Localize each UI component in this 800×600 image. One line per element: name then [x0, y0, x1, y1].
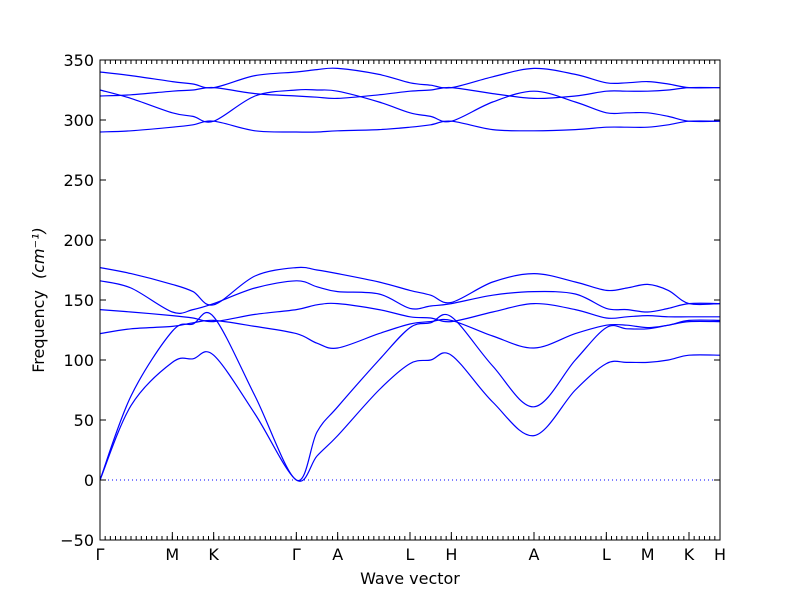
- band-line-9: [99, 86, 721, 100]
- band-line-6: [99, 266, 721, 306]
- x-tick-label: A: [332, 545, 343, 564]
- x-tick-label: M: [165, 545, 179, 564]
- x-tick-label: L: [406, 545, 415, 564]
- band-line-4: [99, 302, 720, 323]
- y-axis-label-unit: (cm⁻¹): [29, 227, 48, 279]
- y-axis-label: Frequency (cm⁻¹): [29, 227, 48, 372]
- y-tick-label: −50: [60, 531, 94, 550]
- y-axis-ticks: −50 0 50 100 150 200 250 300 350: [60, 51, 720, 550]
- band-line-10: [99, 67, 721, 89]
- y-tick-label: 250: [63, 171, 94, 190]
- plot-frame: [99, 59, 721, 541]
- x-tick-label: K: [684, 545, 695, 564]
- band-line-5: [99, 280, 721, 314]
- y-tick-label: 150: [63, 291, 94, 310]
- band-lines: [99, 67, 721, 482]
- x-tick-label: L: [602, 545, 611, 564]
- y-tick-label: 350: [63, 51, 94, 70]
- y-axis-label-text: Frequency: [29, 290, 48, 373]
- x-tick-label: K: [208, 545, 219, 564]
- band-line-3: [99, 318, 721, 349]
- x-tick-label: A: [529, 545, 540, 564]
- y-tick-label: 300: [63, 111, 94, 130]
- y-tick-label: 200: [63, 231, 94, 250]
- band-line-1: [99, 351, 721, 482]
- x-tick-label: H: [445, 545, 457, 564]
- y-tick-label: 100: [63, 351, 94, 370]
- x-tick-label: H: [714, 545, 726, 564]
- x-tick-label: M: [641, 545, 655, 564]
- band-line-2: [99, 311, 721, 481]
- x-axis-label: Wave vector: [360, 569, 460, 588]
- y-tick-label: 0: [84, 471, 94, 490]
- x-tick-label: Γ: [292, 545, 301, 564]
- band-line-7: [99, 120, 721, 133]
- x-tick-label: Γ: [96, 545, 105, 564]
- band-line-8: [99, 88, 721, 123]
- y-tick-label: 50: [74, 411, 94, 430]
